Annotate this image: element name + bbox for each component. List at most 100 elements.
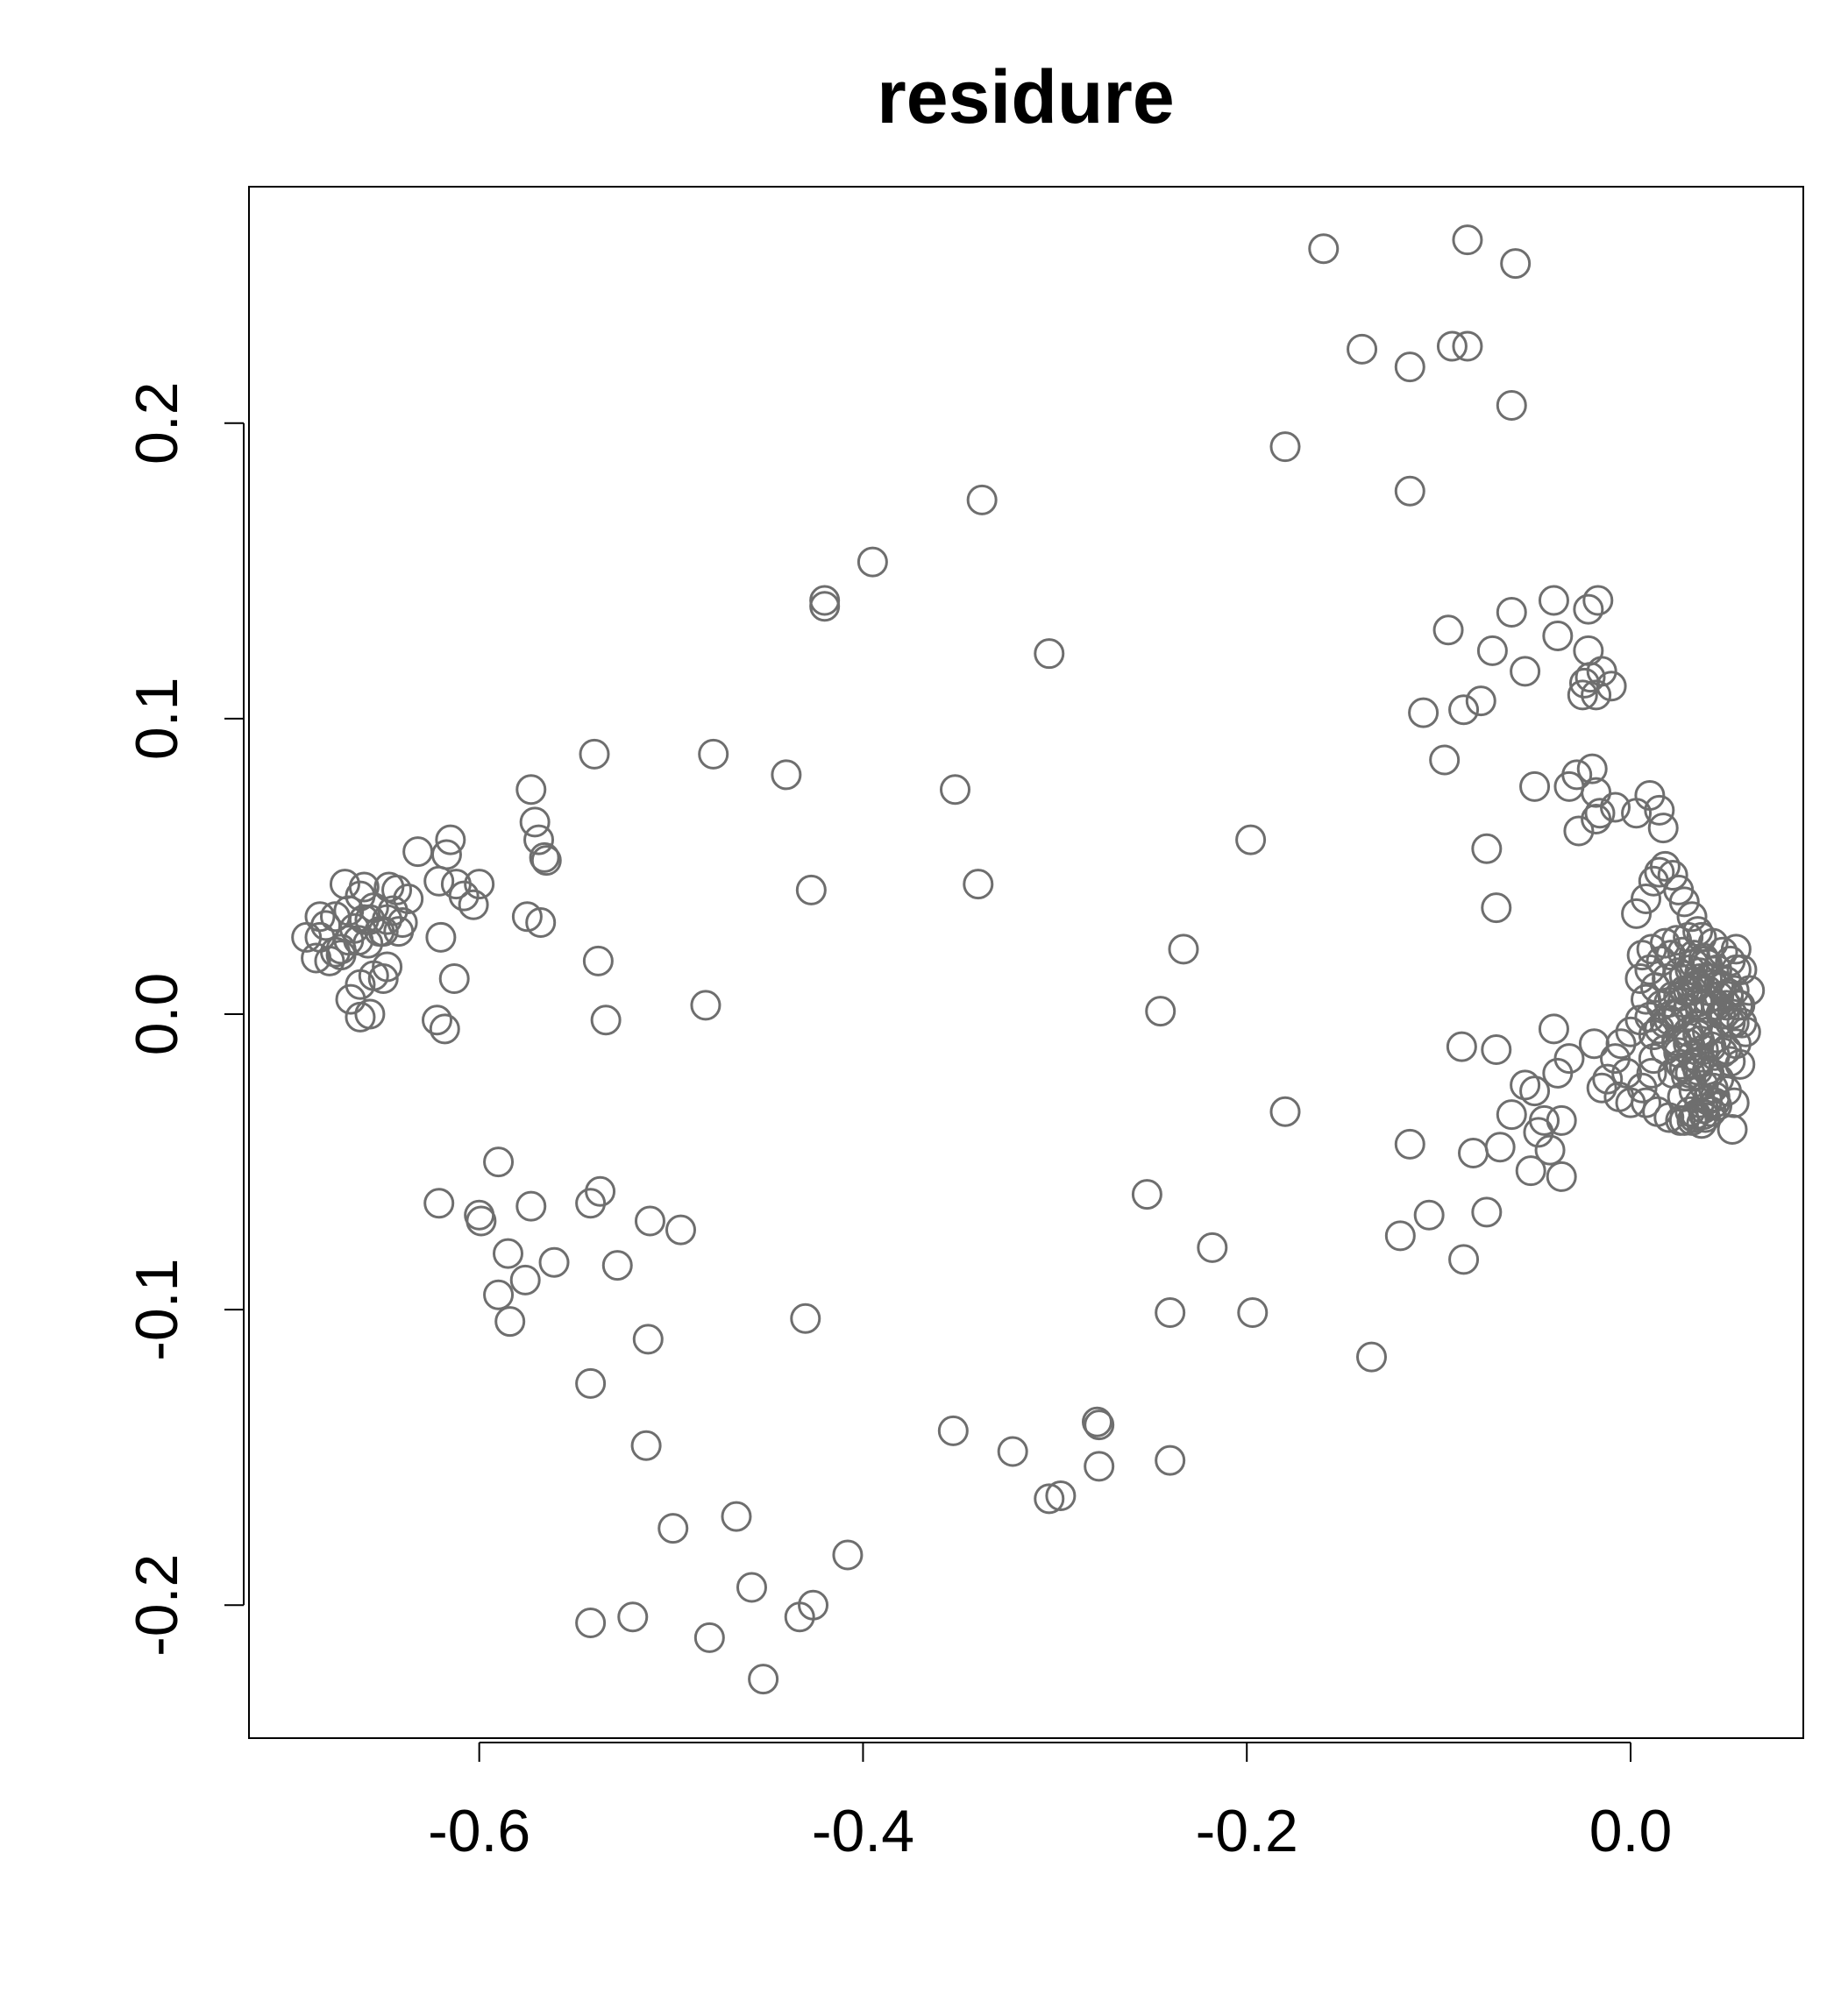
data-point [1699, 1087, 1731, 1118]
data-point [1542, 620, 1574, 651]
data-point [997, 1436, 1028, 1467]
data-point [809, 591, 841, 622]
data-point [1724, 1048, 1756, 1080]
data-point [530, 845, 562, 877]
data-point [1481, 1033, 1512, 1065]
data-point [585, 1175, 616, 1207]
data-point [1519, 770, 1551, 802]
data-point [1624, 1004, 1656, 1036]
data-point [1657, 998, 1688, 1030]
data-point [1678, 948, 1710, 980]
data-point [1713, 977, 1745, 1009]
data-point [1561, 759, 1593, 791]
data-point [1573, 635, 1604, 666]
data-point [590, 1004, 622, 1036]
data-point [1394, 475, 1425, 507]
x-tick-label: 0.0 [1589, 1798, 1673, 1864]
data-point [1413, 1199, 1445, 1231]
data-point [1718, 1087, 1750, 1118]
data-point [1519, 1075, 1551, 1107]
data-point [1347, 333, 1378, 365]
data-point [1573, 593, 1604, 625]
data-point [1644, 794, 1675, 826]
data-point [798, 1589, 829, 1621]
data-point [1578, 1028, 1610, 1060]
data-point [523, 824, 555, 855]
data-point [1657, 860, 1688, 891]
data-point [601, 1250, 633, 1281]
data-point [630, 1430, 662, 1461]
y-axis: -0.2 -0.1 0.0 0.1 0.2 [124, 381, 245, 1657]
data-point [1436, 330, 1468, 362]
data-point [1621, 898, 1653, 929]
data-point [1235, 824, 1267, 855]
data-point [1448, 1244, 1480, 1275]
data-point [373, 871, 405, 903]
data-point [809, 585, 841, 616]
data-point [1034, 1483, 1065, 1515]
data-point [1605, 1028, 1637, 1060]
data-point [748, 1664, 779, 1695]
data-point [525, 906, 557, 938]
data-point [1709, 998, 1740, 1030]
data-point [1574, 662, 1606, 693]
data-point [291, 921, 323, 953]
data-point [1155, 1445, 1186, 1476]
data-point [354, 998, 386, 1030]
data-point [634, 1205, 665, 1237]
data-point [617, 1601, 649, 1633]
data-point [1534, 1134, 1566, 1166]
data-point [1131, 1179, 1162, 1210]
data-point [1542, 1057, 1574, 1089]
data-point [1465, 685, 1496, 717]
data-point [736, 1572, 767, 1603]
data-point [857, 546, 888, 578]
data-point [1717, 1113, 1748, 1145]
data-point [1638, 1043, 1669, 1075]
data-point [354, 904, 386, 935]
data-point [429, 1013, 460, 1045]
data-point [1452, 330, 1483, 362]
data-point [582, 945, 614, 976]
data-point [422, 1004, 453, 1036]
data-point [377, 895, 409, 926]
data-point [1432, 614, 1464, 646]
x-axis: -0.6 -0.4 -0.2 0.0 [428, 1742, 1673, 1864]
data-point [1673, 1028, 1704, 1060]
data-point [483, 1146, 515, 1178]
data-point [1626, 1072, 1658, 1104]
y-tick-label: -0.1 [124, 1259, 190, 1361]
chart-title: residure [877, 55, 1174, 139]
data-point [440, 869, 472, 900]
data-point [832, 1539, 864, 1571]
data-point [1458, 1137, 1489, 1168]
data-point [1197, 1232, 1228, 1263]
data-point [1237, 1297, 1269, 1329]
y-tick-label: 0.0 [124, 973, 190, 1056]
data-point [1702, 990, 1732, 1021]
data-point [1546, 1104, 1577, 1136]
data-point [1592, 1063, 1624, 1095]
data-point [1155, 1297, 1186, 1329]
data-point [658, 1513, 689, 1544]
data-point [1538, 585, 1569, 616]
data-point [483, 1279, 515, 1310]
data-point [665, 1214, 696, 1246]
data-point [464, 869, 495, 900]
data-point [1269, 1096, 1301, 1127]
data-point [529, 841, 560, 873]
data-point [1726, 954, 1758, 985]
data-point [1581, 803, 1612, 834]
data-point [1084, 1409, 1115, 1441]
data-point [1720, 1028, 1752, 1060]
data-point [423, 1188, 455, 1219]
data-point [1563, 815, 1595, 847]
x-tick-label: -0.6 [428, 1798, 530, 1864]
data-point [575, 1188, 607, 1219]
data-point [1668, 886, 1700, 918]
data-points [291, 224, 1766, 1695]
data-point [458, 889, 489, 920]
data-point [963, 869, 994, 900]
data-point [1636, 1057, 1667, 1089]
data-point [1718, 1007, 1750, 1039]
